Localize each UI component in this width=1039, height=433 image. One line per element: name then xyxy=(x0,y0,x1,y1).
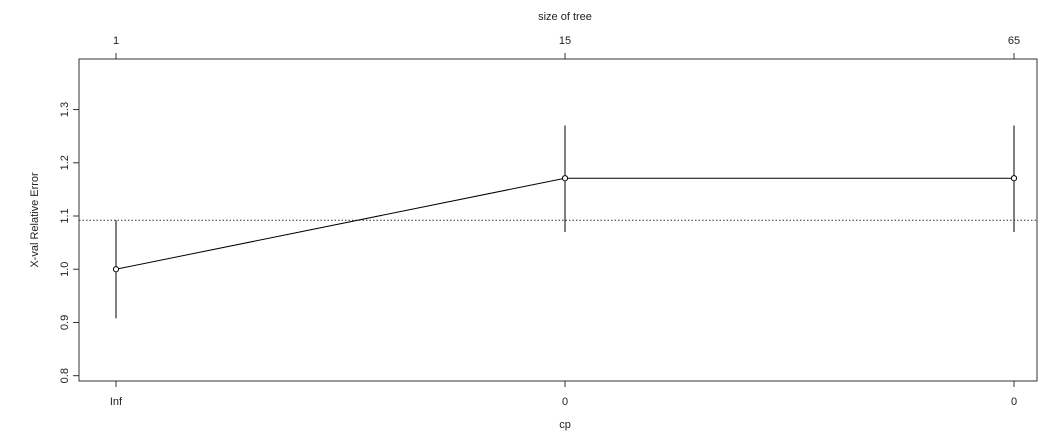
top-tick-label: 1 xyxy=(113,35,119,47)
x-tick-label: 0 xyxy=(562,396,568,408)
x-axis-title: cp xyxy=(559,419,571,431)
x-tick-label: Inf xyxy=(110,396,123,408)
data-point xyxy=(112,266,120,273)
x-tick-label: 0 xyxy=(1011,396,1017,408)
data-point xyxy=(1010,175,1018,182)
y-tick-label: 0.8 xyxy=(59,368,71,383)
top-axis-title: size of tree xyxy=(538,11,592,23)
top-tick-label: 65 xyxy=(1008,35,1020,47)
y-tick-label: 1.3 xyxy=(59,102,71,117)
y-tick-label: 1.2 xyxy=(59,155,71,170)
y-tick-label: 1.1 xyxy=(59,208,71,223)
y-tick-label: 0.9 xyxy=(59,315,71,330)
y-tick-label: 1.0 xyxy=(59,262,71,277)
top-tick-label: 15 xyxy=(559,35,571,47)
y-axis-title: X-val Relative Error xyxy=(29,172,41,268)
data-point xyxy=(561,175,569,182)
chart-marks: 0.8 0.9 1.0 1.1 1.2 1.3 Inf 0 0 1 15 65 xyxy=(59,35,1037,408)
